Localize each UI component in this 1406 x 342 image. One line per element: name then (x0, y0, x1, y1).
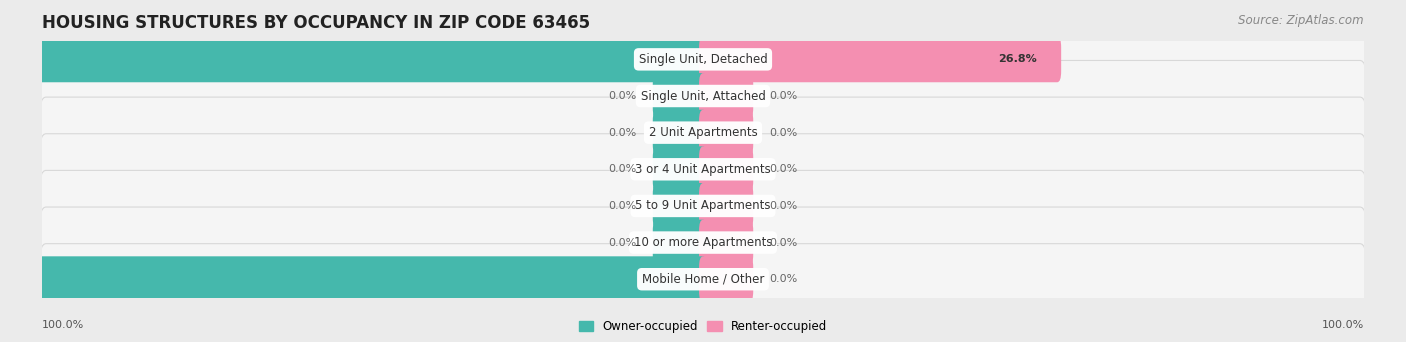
Text: Single Unit, Attached: Single Unit, Attached (641, 90, 765, 103)
FancyBboxPatch shape (699, 220, 754, 265)
FancyBboxPatch shape (699, 183, 754, 229)
FancyBboxPatch shape (39, 170, 1367, 241)
Text: 0.0%: 0.0% (769, 128, 797, 137)
Text: Source: ZipAtlas.com: Source: ZipAtlas.com (1239, 14, 1364, 27)
FancyBboxPatch shape (39, 97, 1367, 168)
Text: Mobile Home / Other: Mobile Home / Other (641, 273, 765, 286)
Text: 10 or more Apartments: 10 or more Apartments (634, 236, 772, 249)
FancyBboxPatch shape (39, 134, 1367, 205)
FancyBboxPatch shape (0, 256, 707, 302)
Text: 0.0%: 0.0% (609, 238, 637, 248)
Text: 0.0%: 0.0% (769, 91, 797, 101)
Text: 0.0%: 0.0% (609, 201, 637, 211)
FancyBboxPatch shape (652, 183, 707, 229)
Text: 0.0%: 0.0% (769, 164, 797, 174)
FancyBboxPatch shape (652, 146, 707, 192)
Legend: Owner-occupied, Renter-occupied: Owner-occupied, Renter-occupied (579, 320, 827, 333)
Text: 3 or 4 Unit Apartments: 3 or 4 Unit Apartments (636, 163, 770, 176)
Text: 0.0%: 0.0% (609, 128, 637, 137)
Text: HOUSING STRUCTURES BY OCCUPANCY IN ZIP CODE 63465: HOUSING STRUCTURES BY OCCUPANCY IN ZIP C… (42, 14, 591, 32)
FancyBboxPatch shape (39, 24, 1367, 95)
Text: 0.0%: 0.0% (769, 274, 797, 284)
Text: Single Unit, Detached: Single Unit, Detached (638, 53, 768, 66)
Text: 0.0%: 0.0% (769, 238, 797, 248)
Text: 100.0%: 100.0% (1322, 320, 1364, 330)
FancyBboxPatch shape (39, 207, 1367, 278)
Text: 0.0%: 0.0% (609, 91, 637, 101)
Text: 5 to 9 Unit Apartments: 5 to 9 Unit Apartments (636, 199, 770, 212)
Text: 100.0%: 100.0% (42, 320, 84, 330)
FancyBboxPatch shape (39, 244, 1367, 315)
Text: 26.8%: 26.8% (998, 54, 1038, 64)
FancyBboxPatch shape (699, 37, 1062, 82)
FancyBboxPatch shape (652, 110, 707, 156)
Text: 0.0%: 0.0% (609, 164, 637, 174)
FancyBboxPatch shape (699, 256, 754, 302)
FancyBboxPatch shape (652, 220, 707, 265)
Text: 2 Unit Apartments: 2 Unit Apartments (648, 126, 758, 139)
FancyBboxPatch shape (39, 61, 1367, 132)
Text: 0.0%: 0.0% (769, 201, 797, 211)
FancyBboxPatch shape (699, 110, 754, 156)
FancyBboxPatch shape (699, 146, 754, 192)
FancyBboxPatch shape (699, 73, 754, 119)
FancyBboxPatch shape (0, 37, 707, 82)
FancyBboxPatch shape (652, 73, 707, 119)
